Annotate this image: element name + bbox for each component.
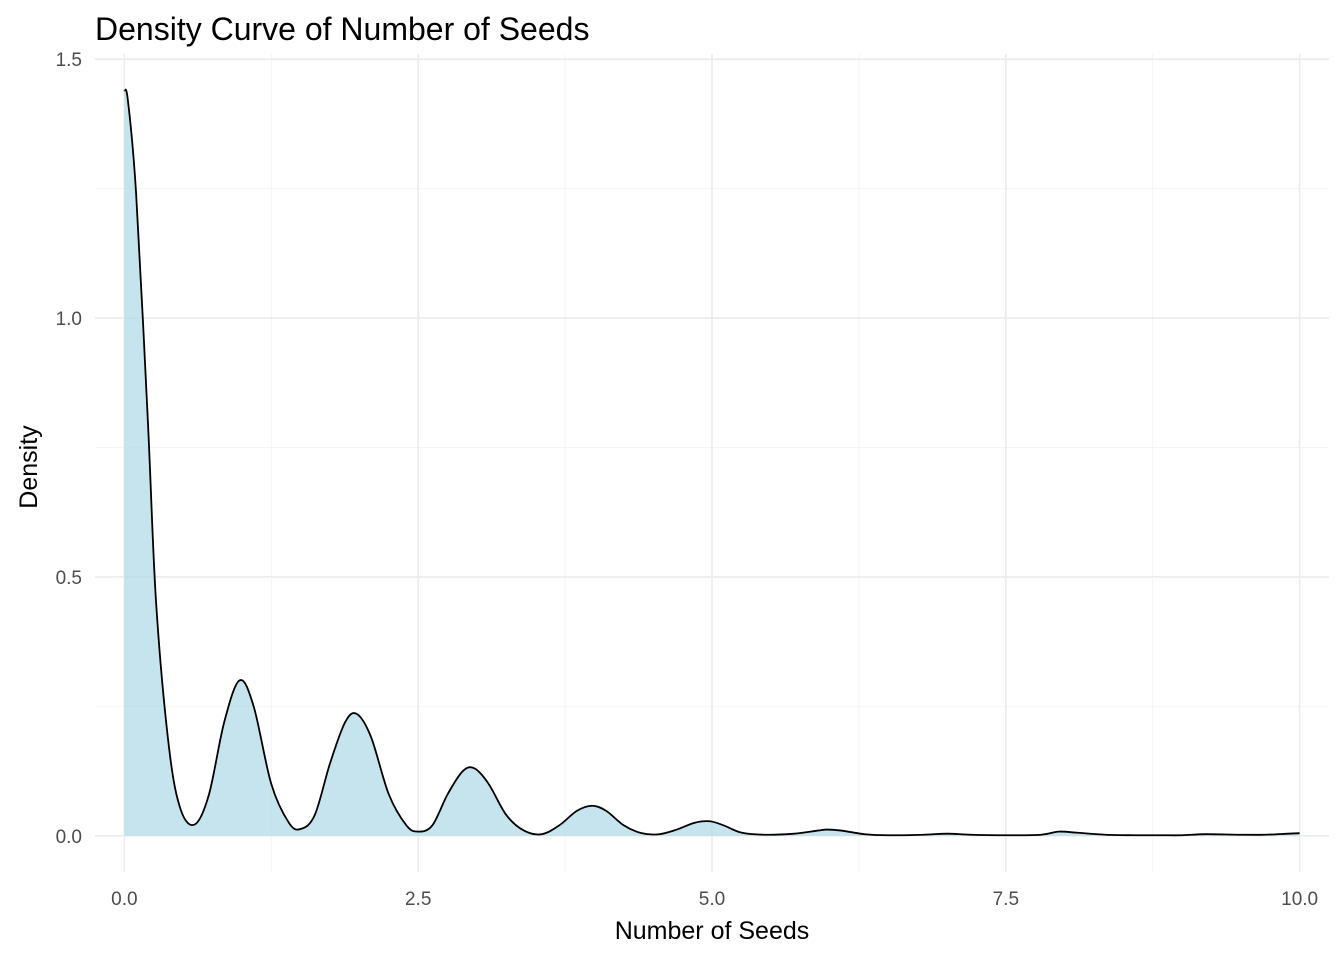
grid-lines xyxy=(95,54,1329,872)
density-fill-area xyxy=(124,89,1300,836)
x-tick-label: 0.0 xyxy=(111,889,137,910)
x-tick-label: 2.5 xyxy=(405,889,431,910)
tick-labels: 0.0 2.5 5.0 7.5 10.0 0.0 0.5 1.0 1.5 xyxy=(56,50,1319,910)
x-tick-label: 10.0 xyxy=(1281,889,1318,910)
y-tick-label: 1.0 xyxy=(56,309,82,330)
x-tick-label: 5.0 xyxy=(699,889,725,910)
chart-title: Density Curve of Number of Seeds xyxy=(95,11,589,47)
y-axis-title: Density xyxy=(15,425,43,509)
density-area-layer xyxy=(123,88,1300,837)
y-tick-label: 0.0 xyxy=(56,827,82,848)
y-tick-label: 1.5 xyxy=(56,50,82,71)
x-tick-label: 7.5 xyxy=(993,889,1019,910)
density-curve-line xyxy=(123,88,1300,837)
y-tick-label: 0.5 xyxy=(56,568,82,589)
x-axis-title: Number of Seeds xyxy=(615,917,810,945)
